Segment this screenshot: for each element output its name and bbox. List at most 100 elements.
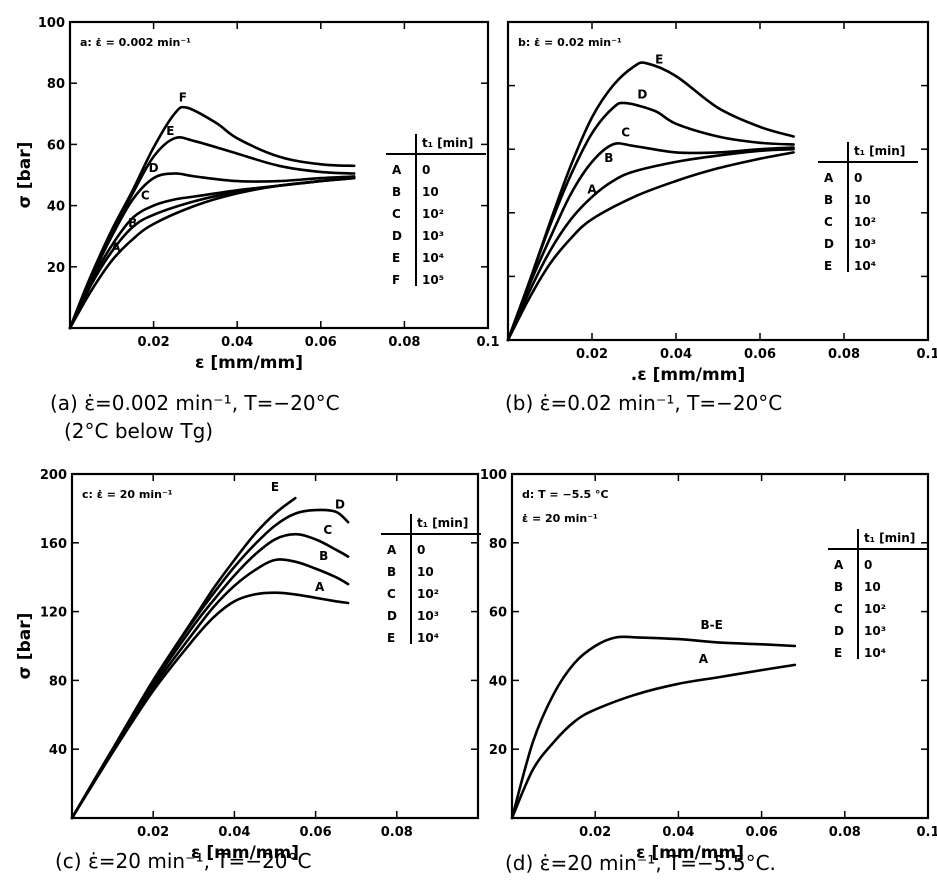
table-header: t₁ [min] bbox=[422, 136, 473, 150]
table-row-value: 10³ bbox=[422, 229, 444, 243]
table-row-key: A bbox=[824, 171, 834, 185]
plot-frame bbox=[68, 20, 490, 330]
x-tick-label: 0.02 bbox=[137, 825, 169, 840]
panel-caption: (d) ε̇=20 min⁻¹, T=−5.5°C. bbox=[505, 851, 776, 875]
x-tick-label: 0.06 bbox=[744, 347, 776, 362]
y-tick-label: 120 bbox=[40, 606, 67, 621]
y-axis-label: σ [bar] bbox=[15, 142, 35, 209]
series-label-B: B bbox=[604, 151, 613, 165]
table-row-value: 10² bbox=[864, 602, 886, 616]
y-tick-label: 80 bbox=[489, 537, 507, 552]
x-tick-label: 0.02 bbox=[576, 347, 608, 362]
panel-annotation: a: ε̇ = 0.002 min⁻¹ bbox=[80, 36, 191, 49]
table-row-key: A bbox=[387, 543, 397, 557]
table-row-value: 10 bbox=[864, 580, 881, 594]
x-tick-label: 0.06 bbox=[305, 335, 337, 350]
table-row-value: 10² bbox=[422, 207, 444, 221]
table-row-key: B bbox=[392, 185, 401, 199]
x-tick-label: 0.04 bbox=[660, 347, 692, 362]
table-row-value: 10⁴ bbox=[422, 251, 444, 265]
x-tick-label: 0.1 bbox=[476, 335, 499, 350]
series-label-E: E bbox=[655, 52, 663, 66]
series-label-E: E bbox=[271, 480, 279, 494]
legend-table: t₁ [min] A 0 B 10 C 10² D 10³ E 10⁴ bbox=[828, 529, 928, 660]
table-row-key: F bbox=[392, 273, 400, 287]
y-tick-label: 80 bbox=[47, 77, 65, 92]
series-curve-A bbox=[506, 151, 795, 342]
y-tick-label: 80 bbox=[49, 674, 67, 689]
y-axis-label: σ [bar] bbox=[15, 613, 35, 680]
x-axis-label: .ε [mm/mm] bbox=[631, 365, 745, 385]
x-tick-label: 0.04 bbox=[221, 335, 253, 350]
x-axis-label: ε [mm/mm] bbox=[636, 843, 744, 863]
panel-annotation: c: ε̇ = 20 min⁻¹ bbox=[82, 488, 173, 501]
series-curve-E bbox=[68, 136, 356, 330]
x-tick-label: 0.08 bbox=[828, 347, 860, 362]
x-axis-label: ε [mm/mm] bbox=[195, 353, 303, 373]
y-tick-label: 20 bbox=[47, 261, 65, 276]
y-tick-label: 100 bbox=[480, 468, 507, 483]
panel-annotation-2: ε̇ = 20 min⁻¹ bbox=[522, 512, 598, 525]
table-row-value: 10³ bbox=[854, 237, 876, 251]
x-tick-label: 0.06 bbox=[300, 825, 332, 840]
table-row-key: B bbox=[834, 580, 843, 594]
table-row-key: D bbox=[392, 229, 402, 243]
table-row-value: 10 bbox=[417, 565, 434, 579]
x-axis-label: ε [mm/mm] bbox=[191, 843, 299, 863]
table-row-value: 10 bbox=[422, 185, 439, 199]
y-tick-label: 200 bbox=[40, 468, 67, 483]
series-curve-E bbox=[70, 496, 297, 820]
table-row-value: 10² bbox=[417, 587, 439, 601]
table-row-value: 0 bbox=[422, 163, 430, 177]
y-tick-label: 20 bbox=[489, 743, 507, 758]
y-tick-label: 100 bbox=[38, 16, 65, 31]
series-curve-C bbox=[70, 532, 350, 820]
table-row-key: E bbox=[387, 631, 395, 645]
series-label-C: C bbox=[621, 125, 630, 139]
x-tick-label: 0.1 bbox=[916, 825, 937, 840]
y-tick-label: 60 bbox=[47, 138, 65, 153]
x-tick-label: 0.04 bbox=[218, 825, 250, 840]
series-label-A: A bbox=[699, 652, 709, 666]
panel-b: 0.02 0.04 0.06 0.08 0.1 .ε [mm/mm] b: ε̇ = 0.0… bbox=[506, 20, 937, 385]
series-curve-F bbox=[68, 105, 356, 330]
table-row-key: C bbox=[834, 602, 843, 616]
table-row-key: D bbox=[824, 237, 834, 251]
table-header: t₁ [min] bbox=[417, 516, 468, 530]
series-curve-B-E bbox=[510, 635, 797, 820]
table-row-value: 10⁴ bbox=[854, 259, 876, 273]
plot-frame bbox=[506, 20, 930, 342]
y-tick-label: 40 bbox=[47, 200, 65, 215]
x-tick-label: 0.02 bbox=[579, 825, 611, 840]
x-tick-label: 0.08 bbox=[388, 335, 420, 350]
series-label-A: A bbox=[587, 183, 597, 197]
series-label-E: E bbox=[166, 124, 174, 138]
legend-table: t₁ [min] A 0 B 10 C 10² D 10³ E 10⁴ F 10⁵ bbox=[386, 134, 486, 287]
table-header: t₁ [min] bbox=[864, 531, 915, 545]
table-row-key: A bbox=[392, 163, 402, 177]
series-label-A: A bbox=[315, 580, 325, 594]
series-curve-C bbox=[506, 142, 795, 342]
table-row-key: B bbox=[387, 565, 396, 579]
series-label-D: D bbox=[335, 497, 345, 511]
x-tick-label: 0.02 bbox=[138, 335, 170, 350]
x-tick-label: 0.08 bbox=[381, 825, 413, 840]
table-row-key: D bbox=[387, 609, 397, 623]
table-row-key: E bbox=[824, 259, 832, 273]
table-row-value: 10⁵ bbox=[422, 273, 444, 287]
table-row-value: 10³ bbox=[417, 609, 439, 623]
series-label-D: D bbox=[149, 161, 159, 175]
y-tick-label: 40 bbox=[489, 674, 507, 689]
series-curve-D bbox=[68, 172, 356, 330]
table-row-value: 10 bbox=[854, 193, 871, 207]
panel-caption: (c) ε̇=20 min⁻¹, T=−20°C bbox=[55, 849, 311, 873]
table-row-key: D bbox=[834, 624, 844, 638]
series-label-D: D bbox=[637, 87, 647, 101]
panel-caption: (b) ε̇=0.02 min⁻¹, T=−20°C bbox=[505, 391, 782, 415]
y-tick-label: 160 bbox=[40, 537, 67, 552]
panel-caption: (a) ε̇=0.002 min⁻¹, T=−20°C bbox=[50, 391, 340, 415]
table-row-key: C bbox=[387, 587, 396, 601]
series-curve-B bbox=[506, 147, 795, 342]
